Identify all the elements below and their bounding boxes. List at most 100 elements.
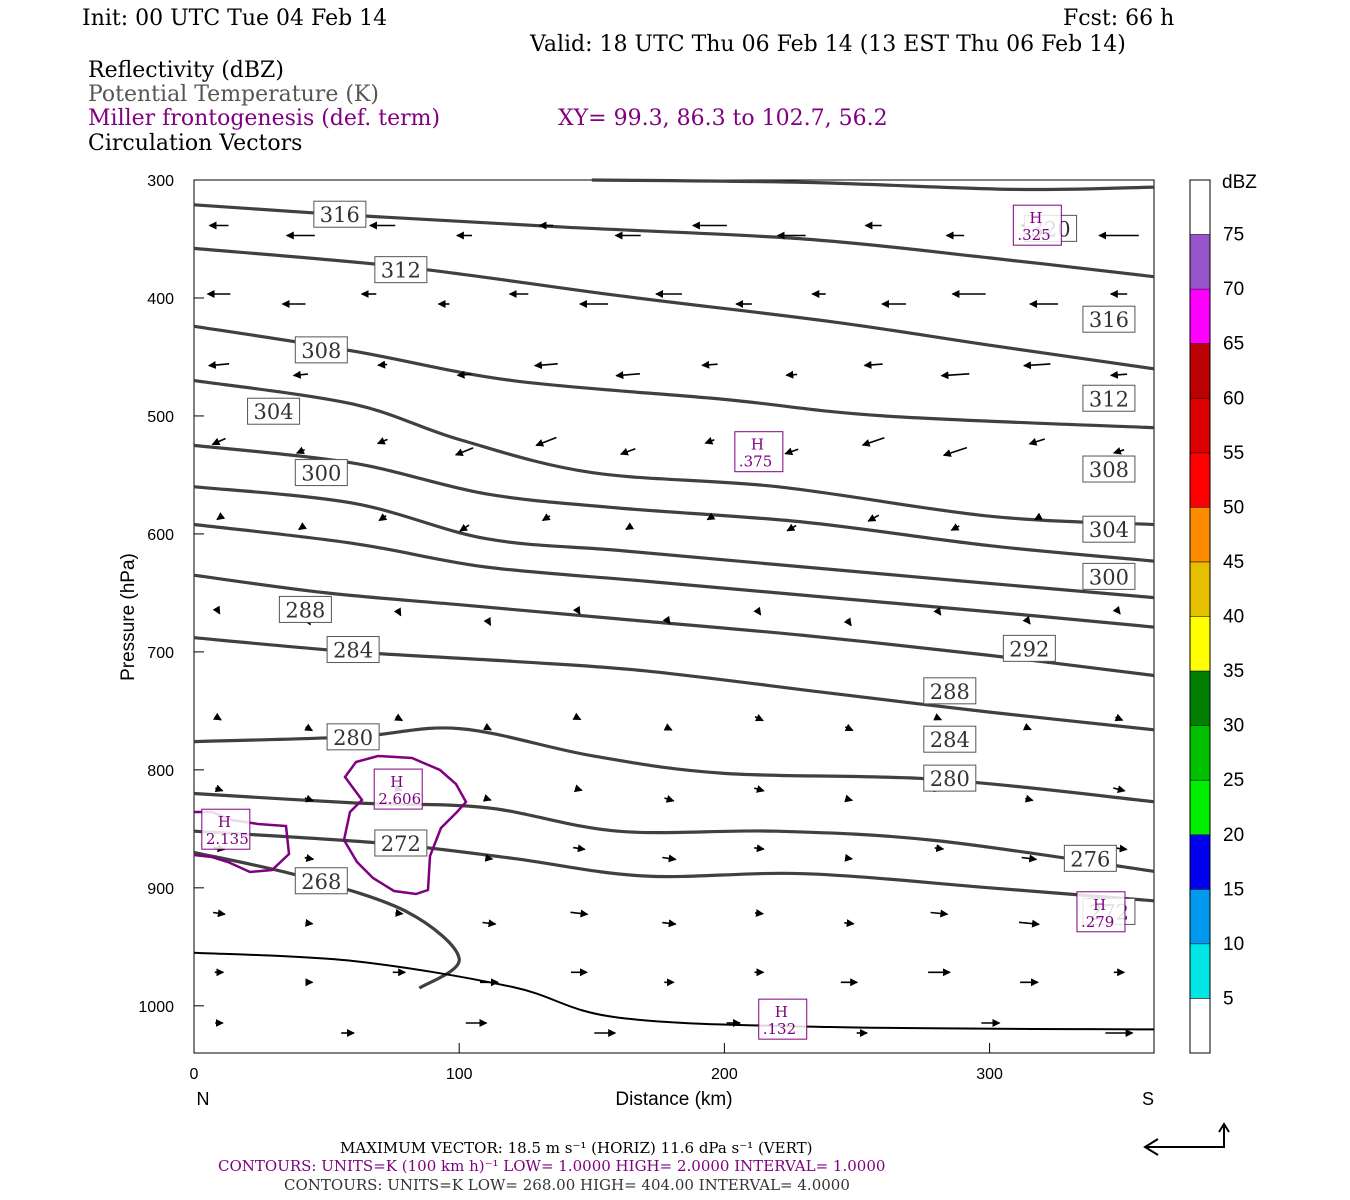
circulation-vector xyxy=(1113,785,1126,794)
colorbar-swatch xyxy=(1190,943,1210,999)
isentrope-label: 280 xyxy=(930,767,970,791)
isentrope-label: 288 xyxy=(930,680,970,704)
miller-max-marker: H xyxy=(775,1003,788,1021)
circulation-vector xyxy=(573,844,586,853)
isentrope-label-box xyxy=(1002,634,1056,662)
miller-max-value: .375 xyxy=(739,453,772,471)
colorbar-swatch xyxy=(1190,998,1210,1053)
circulation-vector xyxy=(456,370,472,379)
miller-max-box xyxy=(758,998,808,1040)
miller-max-marker: H xyxy=(1029,209,1042,227)
isentrope-line xyxy=(193,485,1155,600)
colorbar-label: 70 xyxy=(1223,279,1244,300)
forecast-hour: Fcst: 66 h xyxy=(1063,6,1174,31)
circulation-vector xyxy=(454,447,474,456)
circulation-vector xyxy=(844,794,854,803)
isentrope-line xyxy=(193,379,1155,527)
miller-max-value: .132 xyxy=(763,1020,796,1038)
reflectivity-colorbar: 75 70 65 60 55 50 45 40 35 30 25 20 15 10 5 xyxy=(1189,179,1244,1054)
circulation-vector xyxy=(1023,361,1051,370)
miller-max-box xyxy=(201,808,251,850)
miller-max-marker: H xyxy=(218,813,231,831)
colorbar-label: 20 xyxy=(1223,825,1244,846)
y-tick-label: 800 xyxy=(147,763,174,780)
circulation-vector xyxy=(933,713,943,721)
legend-miller: Miller frontogenesis (def. term) xyxy=(88,106,440,131)
colorbar-swatch xyxy=(1190,671,1210,726)
isentrope-line xyxy=(193,246,1155,371)
isentrope-label: 308 xyxy=(1089,458,1129,482)
footer-contours-theta: CONTOURS: UNITS=K LOW= 268.00 HIGH= 404.… xyxy=(284,1176,850,1194)
isentrope-label: 312 xyxy=(381,259,421,283)
isentrope-label-box xyxy=(326,723,380,751)
circulation-vector xyxy=(1109,370,1128,379)
isentrope-label-box xyxy=(1082,455,1136,483)
init-time: Init: 00 UTC Tue 04 Feb 14 xyxy=(82,6,387,31)
circulation-vector xyxy=(619,447,636,456)
colorbar-label: 60 xyxy=(1223,388,1244,409)
footer-max-vector: MAXIMUM VECTOR: 18.5 m s⁻¹ (HORIZ) 11.6 … xyxy=(340,1139,812,1157)
circulation-vector xyxy=(1033,512,1043,521)
circulation-vector xyxy=(1112,447,1125,455)
circulation-vector xyxy=(541,513,551,522)
isentrope-label-box xyxy=(1082,305,1136,333)
circulation-vector xyxy=(861,437,885,447)
colorbar-swatch xyxy=(1190,234,1210,290)
isentrope-label-box xyxy=(1082,384,1136,412)
circulation-vector xyxy=(754,713,764,722)
isentrope-label-box xyxy=(1082,515,1136,543)
isentrope-label-box xyxy=(294,336,348,364)
x-tick-label: 0 xyxy=(190,1066,199,1083)
y-tick-label: 300 xyxy=(147,173,174,190)
circulation-vector xyxy=(843,617,852,627)
miller-max-value: .325 xyxy=(1017,226,1050,244)
circulation-vector xyxy=(785,370,798,379)
circulation-vector xyxy=(930,909,949,918)
valid-time: Valid: 18 UTC Thu 06 Feb 14 (13 EST Thu … xyxy=(529,32,1126,57)
circulation-vector xyxy=(212,909,226,918)
circulation-vector xyxy=(211,437,226,446)
circulation-vector xyxy=(1022,615,1031,625)
legend-reflectivity: Reflectivity (dBZ) xyxy=(88,58,284,83)
isentrope-labels-layer: 3203163163123123083083043043003002922882… xyxy=(247,200,1136,925)
miller-max-box xyxy=(1012,204,1062,246)
isentrope-label-box xyxy=(374,829,428,857)
y-tick-label: 1000 xyxy=(138,999,174,1016)
isentrope-label-box xyxy=(374,256,428,284)
miller-max-box xyxy=(734,431,784,473)
circulation-vector xyxy=(1112,605,1121,615)
circulation-vector xyxy=(662,854,677,863)
circulation-vector xyxy=(940,371,970,380)
circulation-vector xyxy=(292,370,308,379)
circulation-vector xyxy=(378,513,388,522)
isentrope-label-box xyxy=(923,725,977,753)
circulation-vector xyxy=(305,918,314,927)
circulation-vector xyxy=(295,446,306,454)
circulation-vector xyxy=(706,512,716,521)
isentrope-label: 276 xyxy=(1070,847,1110,871)
circulation-vector xyxy=(1018,919,1040,928)
y-axis-label: Pressure (hPa) xyxy=(118,553,139,681)
colorbar-swatch xyxy=(1190,289,1210,344)
plot-frame xyxy=(193,179,1155,1054)
circulation-vector xyxy=(533,361,558,370)
colorbar-label: 55 xyxy=(1223,443,1244,464)
colorbar-swatch xyxy=(1190,889,1210,944)
circulation-vector xyxy=(1022,722,1032,731)
isentrope-label-box xyxy=(1082,562,1136,590)
circulation-vector xyxy=(754,844,765,853)
circulation-vector xyxy=(304,723,314,732)
circulation-vector xyxy=(376,437,388,445)
colorbar-swatch xyxy=(1190,725,1210,781)
circulation-vector xyxy=(615,371,640,380)
circulation-vector xyxy=(704,436,715,445)
colorbar-swatch xyxy=(1190,507,1210,562)
circulation-vector xyxy=(662,615,671,625)
colorbar-swatch xyxy=(1190,780,1210,835)
y-tick-label: 400 xyxy=(147,291,174,308)
circulation-vector xyxy=(942,446,968,457)
isentrope-line xyxy=(591,178,1155,192)
isentrope-label: 268 xyxy=(301,870,341,894)
